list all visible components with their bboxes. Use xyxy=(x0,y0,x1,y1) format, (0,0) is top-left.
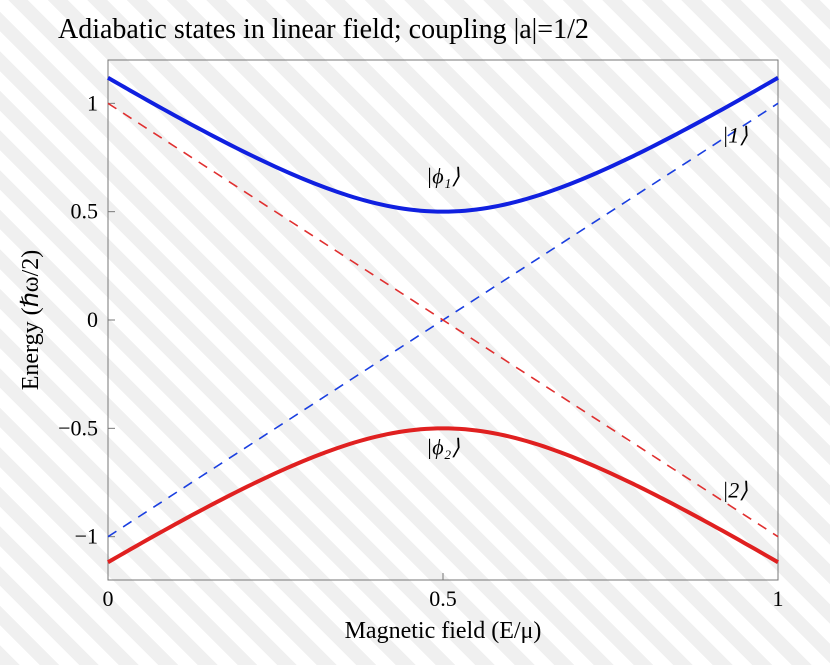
annotation: |ϕ₁⟩ xyxy=(426,164,460,189)
annotation: |2⟩ xyxy=(722,478,748,503)
x-axis-label: Magnetic field (E/μ) xyxy=(345,618,542,644)
x-tick-label: 1 xyxy=(773,586,784,611)
avoided-crossing-chart: 0 0.5 1 −1 −0.5 0 0.5 1 |ϕ₁⟩ |ϕ₂⟩ |1⟩ |2⟩ Adiabati… xyxy=(0,0,830,665)
x-tick-label: 0 xyxy=(103,586,114,611)
y-tick-label: 0.5 xyxy=(71,199,99,224)
y-tick-label: 0 xyxy=(87,307,98,332)
y-tick-label: −1 xyxy=(75,524,98,549)
plot-title: Adiabatic states in linear field; coupli… xyxy=(58,14,589,45)
y-tick-label: 1 xyxy=(87,90,98,115)
y-tick-label: −0.5 xyxy=(58,415,98,440)
x-tick-label: 0.5 xyxy=(429,586,457,611)
annotation: |ϕ₂⟩ xyxy=(426,434,460,459)
annotation: |1⟩ xyxy=(722,122,748,147)
y-axis-label: Energy (ℏω/2) xyxy=(18,250,44,391)
